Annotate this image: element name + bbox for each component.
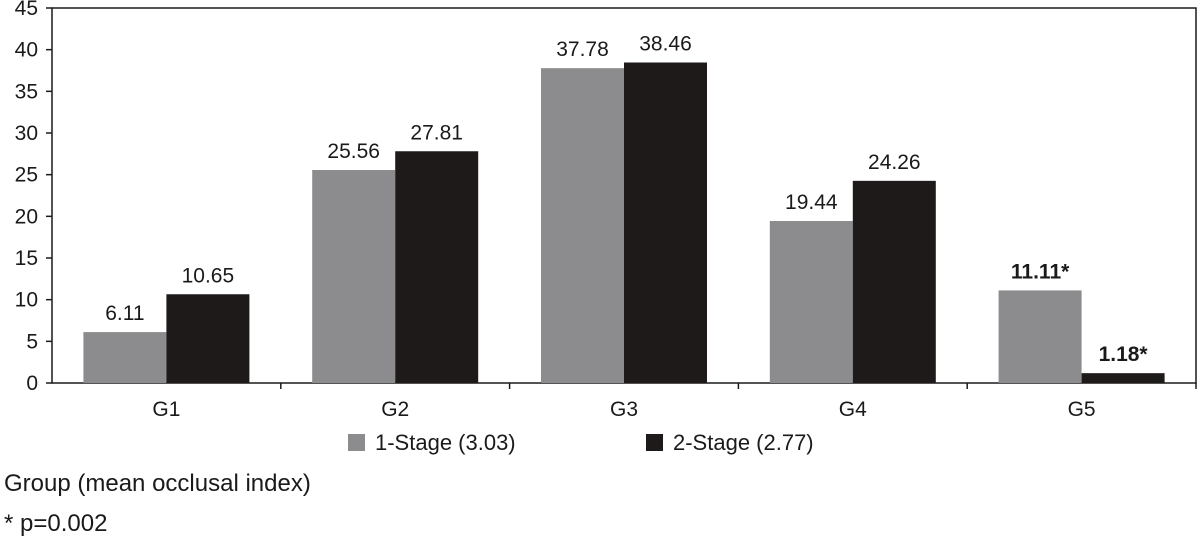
bar-g5-series-1: [998, 290, 1082, 383]
bar-g1-series-2: [166, 294, 250, 383]
footnote: * p=0.002: [4, 510, 108, 537]
data-label: 1.18*: [1099, 343, 1149, 366]
bar-g3-series-1: [541, 68, 624, 384]
y-tick-label: 45: [15, 0, 38, 20]
bar-g4-series-1: [769, 221, 853, 383]
y-tick-label: 5: [26, 330, 38, 353]
bars: 6.11 10.65 25.56 27.81 37.78 38.46 19.44 24.26 1…: [83, 33, 1165, 384]
bar-g3-series-2: [624, 62, 707, 383]
y-tick-label: 10: [15, 289, 38, 312]
y-tick-label: 35: [15, 80, 38, 103]
data-label: 19.44: [785, 191, 838, 214]
bar-g5-series-2: [1081, 373, 1165, 383]
y-tick-label: 0: [26, 372, 38, 395]
data-label: 10.65: [182, 264, 235, 287]
bar-chart: 0 5 10 15 20 25 30 35 40 45 6.11 10.65 25.56 27.81 37…: [15, 0, 1197, 455]
legend-label-series-1: 1-Stage (3.03): [375, 430, 516, 455]
x-tick-label: G5: [1068, 398, 1096, 421]
data-label: 11.11*: [1011, 260, 1070, 283]
legend: 1-Stage (3.03) 2-Stage (2.77): [348, 430, 814, 455]
data-label: 27.81: [410, 121, 463, 144]
legend-swatch-series-1: [348, 434, 365, 451]
y-tick-label: 25: [15, 164, 38, 187]
bar-g1-series-1: [83, 332, 167, 383]
data-label: 24.26: [868, 151, 921, 174]
legend-label-series-2: 2-Stage (2.77): [673, 430, 814, 455]
x-axis-title: Group (mean occlusal index): [4, 470, 311, 497]
y-tick-label: 40: [15, 39, 38, 62]
x-tick-label: G3: [610, 398, 638, 421]
bar-g4-series-2: [852, 180, 936, 383]
y-tick-label: 15: [15, 247, 38, 270]
bar-g2-series-2: [395, 151, 479, 383]
x-tick-label: G1: [152, 398, 180, 421]
x-tick-label: G2: [381, 398, 409, 421]
bar-g2-series-1: [312, 170, 396, 383]
data-label: 38.46: [639, 33, 692, 56]
x-tick-label: G4: [839, 398, 867, 421]
data-label: 25.56: [327, 140, 380, 163]
data-label: 6.11: [105, 302, 144, 325]
y-tick-label: 20: [15, 205, 38, 228]
x-axis: G1 G2 G3 G4 G5: [152, 383, 1197, 421]
y-tick-label: 30: [15, 122, 38, 145]
data-label: 37.78: [556, 38, 609, 61]
legend-swatch-series-2: [646, 434, 663, 451]
